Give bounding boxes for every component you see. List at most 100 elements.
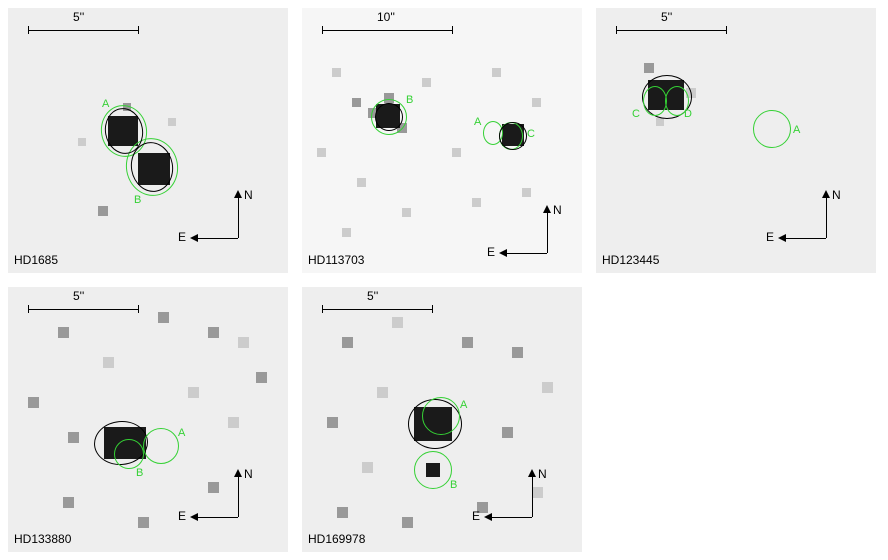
figure-grid: AB5''NEHD1685BAC10''NEHD113703CDA5''NEHD… bbox=[8, 8, 880, 552]
noise-pixel bbox=[103, 357, 114, 368]
noise-pixel bbox=[63, 497, 74, 508]
noise-pixel bbox=[402, 517, 413, 528]
compass-arm-n bbox=[547, 213, 548, 253]
compass-label-n: N bbox=[244, 188, 253, 202]
panel-title: HD123445 bbox=[602, 253, 659, 267]
noise-pixel bbox=[158, 312, 169, 323]
noise-pixel bbox=[208, 482, 219, 493]
compass-arrow-n-icon bbox=[234, 469, 242, 477]
scalebar-tick bbox=[616, 26, 617, 34]
noise-pixel bbox=[138, 517, 149, 528]
scalebar-tick bbox=[452, 26, 453, 34]
noise-pixel bbox=[352, 98, 361, 107]
scalebar-label: 10'' bbox=[377, 10, 395, 24]
noise-pixel bbox=[452, 148, 461, 157]
source-label: A bbox=[178, 427, 185, 439]
noise-pixel bbox=[532, 487, 543, 498]
noise-pixel bbox=[78, 138, 86, 146]
noise-pixel bbox=[327, 417, 338, 428]
source-label: A bbox=[793, 124, 800, 136]
scalebar-tick bbox=[138, 305, 139, 313]
scalebar-label: 5'' bbox=[73, 10, 84, 24]
scalebar-line bbox=[28, 30, 138, 31]
panel-hd113703: BAC10''NEHD113703 bbox=[302, 8, 582, 273]
compass-arm-n bbox=[826, 198, 827, 238]
panel-hd1685: A B 5'' N E HD1685 bbox=[8, 8, 288, 273]
compass-label-e: E bbox=[766, 230, 774, 244]
compass-arrow-e-icon bbox=[484, 513, 492, 521]
detection-ellipse bbox=[143, 428, 179, 464]
noise-pixel bbox=[317, 148, 326, 157]
compass-arm-e bbox=[198, 517, 238, 518]
panel-hd123445: C D A 5'' N E HD123445 bbox=[596, 8, 876, 273]
panel-hd133880: AB5''NEHD133880 bbox=[8, 287, 288, 552]
compass-arm-n bbox=[532, 477, 533, 517]
noise-pixel bbox=[58, 327, 69, 338]
compass-arrow-n-icon bbox=[528, 469, 536, 477]
scalebar-tick bbox=[138, 26, 139, 34]
compass-label-n: N bbox=[832, 188, 841, 202]
source-label: B bbox=[406, 94, 413, 106]
scalebar-label: 5'' bbox=[661, 10, 672, 24]
noise-pixel bbox=[168, 118, 176, 126]
detection-ellipse bbox=[414, 451, 452, 489]
panel-title: HD169978 bbox=[308, 532, 365, 546]
noise-pixel bbox=[357, 178, 366, 187]
noise-pixel bbox=[472, 198, 481, 207]
noise-pixel bbox=[362, 462, 373, 473]
noise-pixel bbox=[422, 78, 431, 87]
scalebar-label: 5'' bbox=[73, 289, 84, 303]
scalebar-line bbox=[28, 309, 138, 310]
noise-pixel bbox=[392, 317, 403, 328]
scalebar-tick bbox=[322, 305, 323, 313]
detection-ellipse bbox=[643, 86, 667, 116]
noise-pixel bbox=[512, 347, 523, 358]
compass-label-e: E bbox=[487, 245, 495, 259]
panel-hd169978: AB5''NEHD169978 bbox=[302, 287, 582, 552]
compass-arm-e bbox=[198, 238, 238, 239]
noise-pixel bbox=[228, 417, 239, 428]
noise-pixel bbox=[377, 387, 388, 398]
noise-pixel bbox=[542, 382, 553, 393]
source-label: B bbox=[134, 194, 141, 206]
source-label: B bbox=[450, 479, 457, 491]
source-label: D bbox=[684, 108, 692, 120]
compass-arrow-n-icon bbox=[822, 190, 830, 198]
compass-arrow-e-icon bbox=[190, 513, 198, 521]
source-label: C bbox=[632, 108, 640, 120]
noise-pixel bbox=[656, 118, 664, 126]
compass-arm-e bbox=[492, 517, 532, 518]
noise-pixel bbox=[238, 337, 249, 348]
compass-label-e: E bbox=[472, 509, 480, 523]
noise-pixel bbox=[208, 327, 219, 338]
compass-arm-n bbox=[238, 477, 239, 517]
compass-arrow-e-icon bbox=[778, 234, 786, 242]
panel-title: HD1685 bbox=[14, 253, 58, 267]
compass-label-n: N bbox=[538, 467, 547, 481]
compass-arm-e bbox=[507, 253, 547, 254]
compass-arrow-e-icon bbox=[190, 234, 198, 242]
noise-pixel bbox=[492, 68, 501, 77]
noise-pixel bbox=[502, 427, 513, 438]
compass-arrow-n-icon bbox=[543, 205, 551, 213]
scalebar-tick bbox=[28, 305, 29, 313]
source-label: A bbox=[474, 116, 481, 128]
panel-title: HD133880 bbox=[14, 532, 71, 546]
scalebar-tick bbox=[322, 26, 323, 34]
noise-pixel bbox=[402, 208, 411, 217]
noise-pixel bbox=[337, 507, 348, 518]
detection-ellipse bbox=[499, 122, 527, 150]
noise-pixel bbox=[68, 432, 79, 443]
compass-arrow-e-icon bbox=[499, 249, 507, 257]
noise-pixel bbox=[644, 63, 654, 73]
compass-label-e: E bbox=[178, 230, 186, 244]
scalebar-tick bbox=[432, 305, 433, 313]
noise-pixel bbox=[522, 188, 531, 197]
detection-ellipse bbox=[753, 110, 791, 148]
source-label: A bbox=[102, 98, 109, 110]
noise-pixel bbox=[332, 68, 341, 77]
source-label: A bbox=[460, 399, 467, 411]
noise-pixel bbox=[188, 387, 199, 398]
noise-pixel bbox=[532, 98, 541, 107]
noise-pixel bbox=[462, 337, 473, 348]
